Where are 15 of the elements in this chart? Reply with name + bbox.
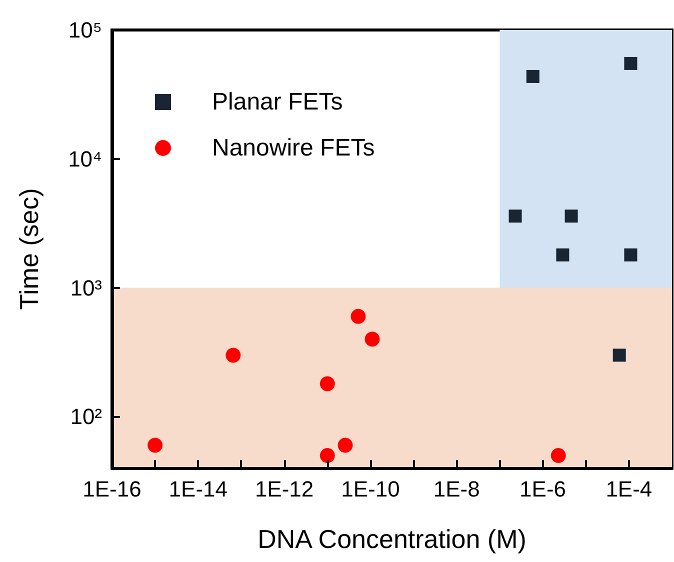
y-tick-label: 10² [70, 404, 102, 430]
y-tick-label: 10⁵ [68, 18, 102, 42]
x-tick-label: 1E-12 [254, 476, 314, 502]
legend-label: Planar FETs [212, 88, 343, 116]
x-tick-label: 1E-6 [520, 476, 566, 502]
y-tick-label: 10³ [70, 275, 102, 300]
y-tick-label: 10⁴ [68, 146, 102, 172]
x-tick-label: 1E-8 [433, 476, 480, 502]
y-axis-title: Time (sec) [14, 188, 44, 310]
x-tick-label: 1E-10 [341, 476, 400, 502]
x-tick-label: 1E-16 [82, 476, 142, 502]
x-tick-label: 1E-4 [606, 476, 652, 502]
legend-label: Nanowire FETs [212, 134, 375, 162]
x-axis-title: DNA Concentration (M) [258, 524, 526, 554]
x-tick-label: 1E-14 [168, 476, 228, 502]
